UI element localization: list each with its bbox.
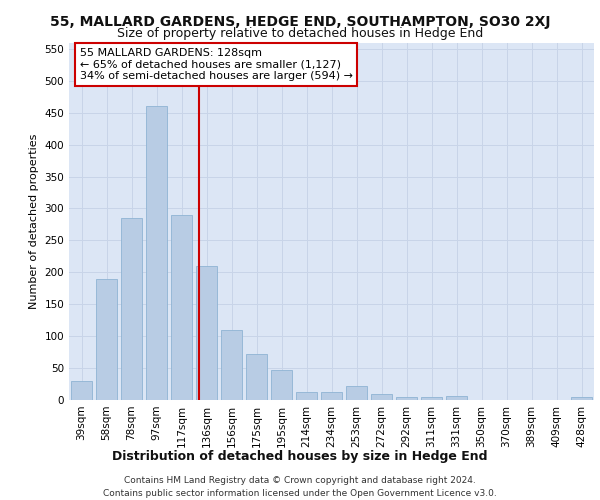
Bar bbox=[421, 397, 442, 400]
Bar bbox=[371, 394, 392, 400]
Bar bbox=[71, 381, 92, 400]
Text: Contains HM Land Registry data © Crown copyright and database right 2024.
Contai: Contains HM Land Registry data © Crown c… bbox=[103, 476, 497, 498]
Bar bbox=[221, 330, 242, 400]
Bar bbox=[121, 218, 142, 400]
Bar bbox=[571, 397, 592, 400]
Bar bbox=[446, 396, 467, 400]
Bar bbox=[346, 386, 367, 400]
Text: 55 MALLARD GARDENS: 128sqm
← 65% of detached houses are smaller (1,127)
34% of s: 55 MALLARD GARDENS: 128sqm ← 65% of deta… bbox=[79, 48, 353, 81]
Bar bbox=[296, 392, 317, 400]
Bar bbox=[321, 392, 342, 400]
Bar bbox=[146, 106, 167, 400]
Bar bbox=[396, 397, 417, 400]
Y-axis label: Number of detached properties: Number of detached properties bbox=[29, 134, 39, 309]
Bar bbox=[196, 266, 217, 400]
Text: Distribution of detached houses by size in Hedge End: Distribution of detached houses by size … bbox=[112, 450, 488, 463]
Text: 55, MALLARD GARDENS, HEDGE END, SOUTHAMPTON, SO30 2XJ: 55, MALLARD GARDENS, HEDGE END, SOUTHAMP… bbox=[50, 15, 550, 29]
Bar bbox=[246, 354, 267, 400]
Bar bbox=[271, 370, 292, 400]
Text: Size of property relative to detached houses in Hedge End: Size of property relative to detached ho… bbox=[117, 28, 483, 40]
Bar bbox=[171, 215, 192, 400]
Bar bbox=[96, 278, 117, 400]
